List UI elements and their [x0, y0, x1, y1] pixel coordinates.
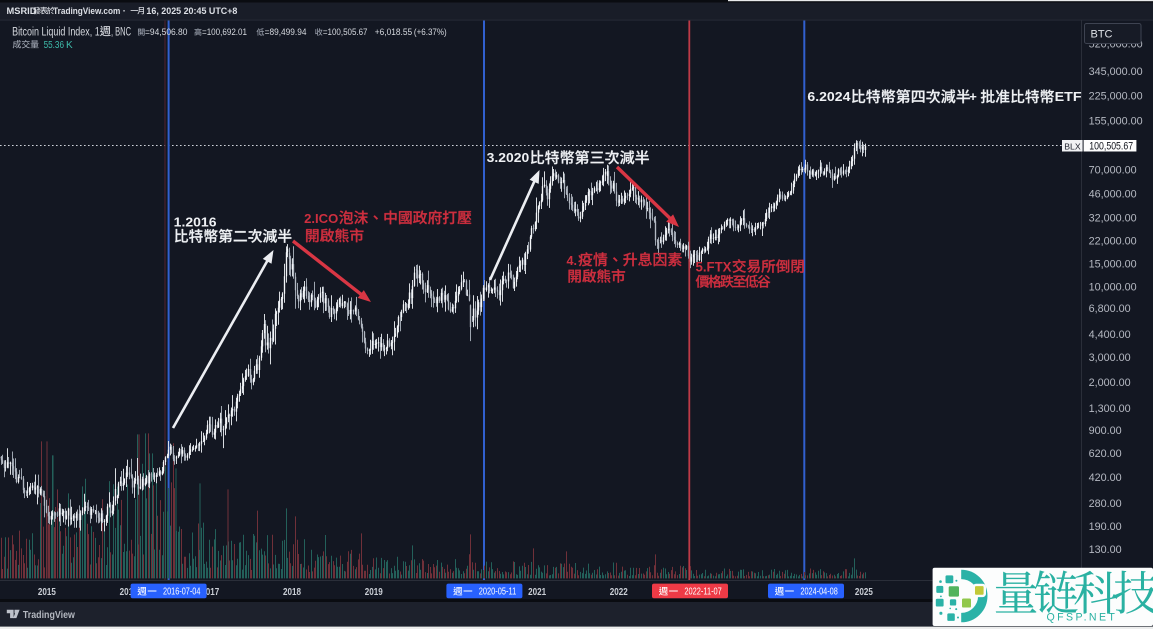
svg-text:2016: 2016: [120, 587, 138, 598]
svg-text:100,505.67: 100,505.67: [1089, 141, 1133, 153]
svg-text:345,000.00: 345,000.00: [1089, 66, 1143, 78]
svg-text:130.00: 130.00: [1089, 544, 1122, 556]
svg-text:BLX: BLX: [1064, 141, 1081, 151]
svg-text:=94,506.80: =94,506.80: [145, 26, 187, 37]
svg-text:·: ·: [123, 6, 126, 16]
svg-text:55.36: 55.36: [44, 40, 65, 51]
svg-text:3,000.00: 3,000.00: [1089, 352, 1131, 364]
svg-text:10,000.00: 10,000.00: [1089, 281, 1137, 293]
svg-text:BTC: BTC: [1091, 29, 1113, 41]
svg-text:4.: 4.: [567, 253, 578, 268]
svg-text:16, 2025 20:45 UTC+8: 16, 2025 20:45 UTC+8: [146, 6, 237, 16]
svg-text:MSRID: MSRID: [7, 6, 37, 16]
svg-text:225,000.00: 225,000.00: [1089, 90, 1143, 102]
svg-text:22,000.00: 22,000.00: [1089, 235, 1137, 247]
svg-text:1.2016: 1.2016: [174, 215, 217, 230]
svg-text:280.00: 280.00: [1089, 498, 1122, 510]
svg-text:2022: 2022: [610, 587, 628, 598]
svg-text:2015: 2015: [38, 587, 56, 598]
svg-text:15,000.00: 15,000.00: [1089, 258, 1137, 270]
svg-text:2016-07-04: 2016-07-04: [163, 587, 201, 598]
svg-text:5.FTX: 5.FTX: [696, 259, 732, 274]
svg-text:2,000.00: 2,000.00: [1089, 377, 1131, 389]
svg-text:2022-11-07: 2022-11-07: [684, 587, 722, 598]
svg-text:420.00: 420.00: [1089, 472, 1122, 484]
svg-text:2025: 2025: [855, 587, 873, 598]
svg-text:2.ICO: 2.ICO: [304, 211, 338, 226]
svg-text:+6,018.55: +6,018.55: [375, 26, 412, 37]
svg-text:900.00: 900.00: [1089, 425, 1122, 437]
svg-text:46,000.00: 46,000.00: [1089, 188, 1137, 200]
svg-text:3.2020: 3.2020: [487, 150, 530, 165]
svg-text:32,000.00: 32,000.00: [1089, 212, 1137, 224]
svg-text:=100,505.67: =100,505.67: [323, 26, 368, 37]
svg-text:QFSP.NET: QFSP.NET: [1047, 612, 1118, 624]
svg-text:1,300.00: 1,300.00: [1089, 403, 1131, 415]
svg-text:190.00: 190.00: [1089, 521, 1122, 533]
svg-text:K: K: [66, 40, 73, 51]
svg-text:2020-05-11: 2020-05-11: [479, 587, 517, 598]
svg-text:6,800.00: 6,800.00: [1089, 303, 1131, 315]
svg-text:2024-04-08: 2024-04-08: [800, 587, 838, 598]
svg-text:Bitcoin Liquid Index, 1: Bitcoin Liquid Index, 1: [12, 24, 100, 38]
svg-text:2019: 2019: [365, 587, 383, 598]
svg-text:155,000.00: 155,000.00: [1089, 115, 1143, 127]
svg-text:=100,692.01: =100,692.01: [202, 26, 247, 37]
svg-text:2018: 2018: [283, 587, 301, 598]
svg-text:TradingView.com: TradingView.com: [53, 6, 120, 16]
svg-text:+: +: [969, 89, 977, 104]
svg-text:2021: 2021: [528, 587, 546, 598]
svg-text:=89,499.94: =89,499.94: [265, 26, 307, 37]
svg-text:4,400.00: 4,400.00: [1089, 329, 1131, 341]
svg-text:ETF: ETF: [1055, 89, 1082, 104]
svg-text:620.00: 620.00: [1089, 448, 1122, 460]
svg-text:, BNC: , BNC: [111, 24, 131, 38]
svg-text:TradingView: TradingView: [23, 610, 75, 621]
svg-text:6.2024: 6.2024: [807, 89, 851, 104]
svg-text:2017: 2017: [201, 587, 219, 598]
svg-text:70,000.00: 70,000.00: [1089, 164, 1137, 176]
svg-text:(+6.37%): (+6.37%): [414, 26, 447, 37]
